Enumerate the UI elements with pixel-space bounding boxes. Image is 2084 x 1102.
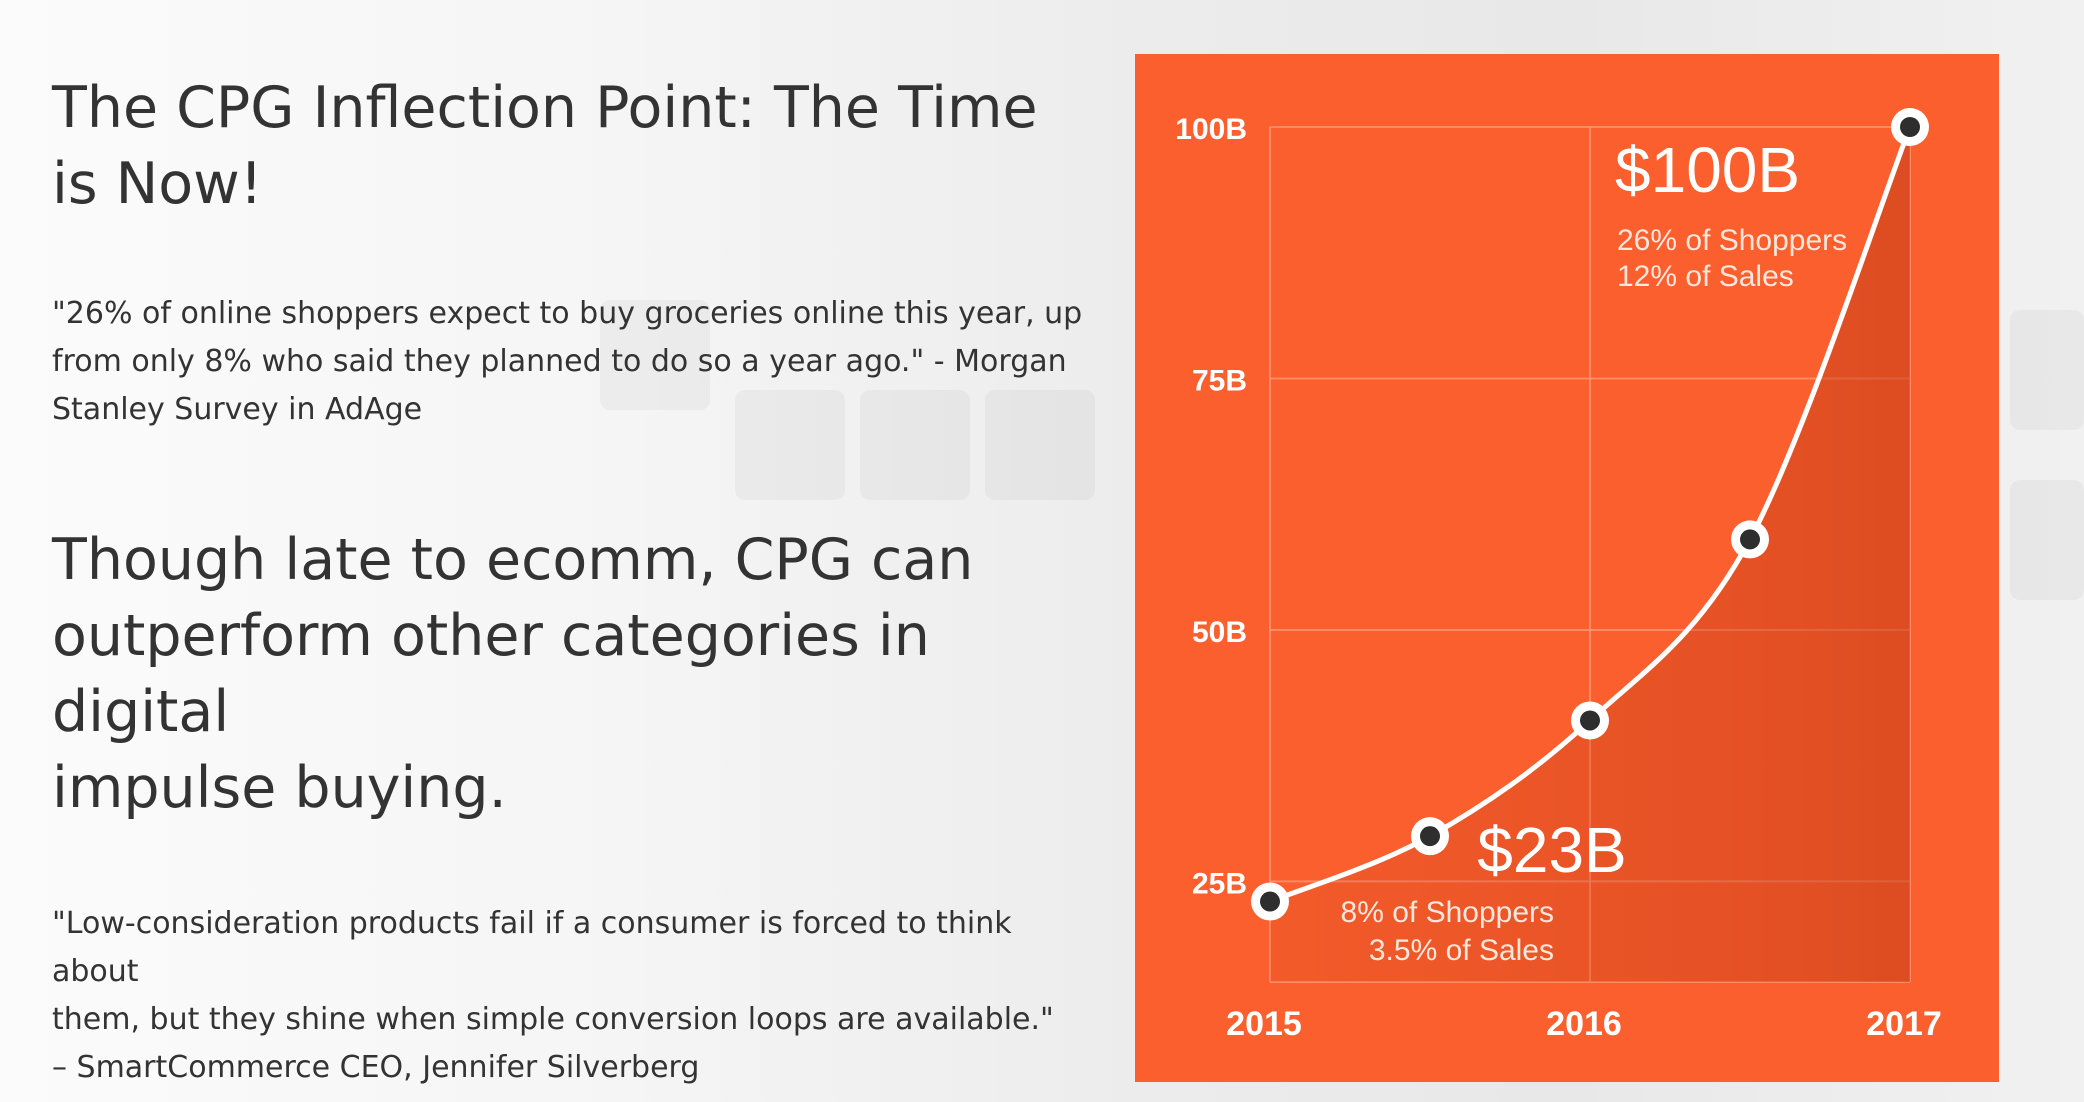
background-key <box>2010 310 2084 430</box>
y-tick-label: 25B <box>1192 867 1247 900</box>
annotation-100b-shoppers: 26% of Shoppers <box>1617 224 1847 257</box>
annotation-23b-shoppers: 8% of Shoppers <box>1341 896 1554 929</box>
annotation-100b-value: $100B <box>1615 134 1800 206</box>
data-point <box>1260 891 1280 912</box>
x-tick-label: 2017 <box>1866 1005 1942 1043</box>
headline: The CPG Inflection Point: The Time is No… <box>52 75 1038 217</box>
text-column: The CPG Inflection Point: The Time is No… <box>52 70 1092 1092</box>
subheadline-line: Though late to ecomm, CPG can <box>52 527 974 593</box>
chart-svg: 25B 50B 75B 100B 2015 2016 2017 $100B 26% of … <box>1135 54 1999 1082</box>
y-axis-labels: 25B 50B 75B 100B <box>1175 113 1247 900</box>
subheadline: Though late to ecomm, CPG can outperform… <box>52 522 1092 826</box>
data-point <box>1900 117 1920 137</box>
data-points <box>1251 108 1929 921</box>
area-under-curve <box>1270 127 1910 982</box>
x-tick-label: 2016 <box>1546 1005 1622 1043</box>
y-tick-label: 100B <box>1175 113 1247 146</box>
y-tick-label: 50B <box>1192 616 1247 649</box>
x-tick-label: 2015 <box>1226 1005 1302 1043</box>
annotation-23b-value: $23B <box>1477 814 1626 886</box>
x-axis-labels: 2015 2016 2017 <box>1226 1005 1942 1043</box>
quote-line: from only 8% who said they planned to do… <box>52 344 1067 379</box>
annotation-23b-sales: 3.5% of Sales <box>1369 934 1554 967</box>
quote-line: "Low-consideration products fail if a co… <box>52 906 1012 989</box>
annotation-100b-sales: 12% of Sales <box>1617 260 1794 293</box>
quote-line: "26% of online shoppers expect to buy gr… <box>52 296 1083 331</box>
morgan-stanley-quote: "26% of online shoppers expect to buy gr… <box>52 290 1092 434</box>
y-tick-label: 75B <box>1192 364 1247 397</box>
data-point <box>1420 826 1440 847</box>
subheadline-line: outperform other categories in digital <box>52 603 930 745</box>
quote-line: them, but they shine when simple convers… <box>52 1002 1054 1037</box>
subheadline-line: impulse buying. <box>52 755 507 821</box>
smartcommerce-quote: "Low-consideration products fail if a co… <box>52 900 1092 1092</box>
quote-line: – SmartCommerce CEO, Jennifer Silverberg <box>52 1050 700 1085</box>
series-line <box>1269 126 1913 904</box>
data-point <box>1740 529 1760 550</box>
growth-chart: 25B 50B 75B 100B 2015 2016 2017 $100B 26% of … <box>1135 54 1999 1082</box>
data-point <box>1580 710 1600 731</box>
background-key <box>2010 480 2084 600</box>
quote-line: Stanley Survey in AdAge <box>52 392 423 427</box>
